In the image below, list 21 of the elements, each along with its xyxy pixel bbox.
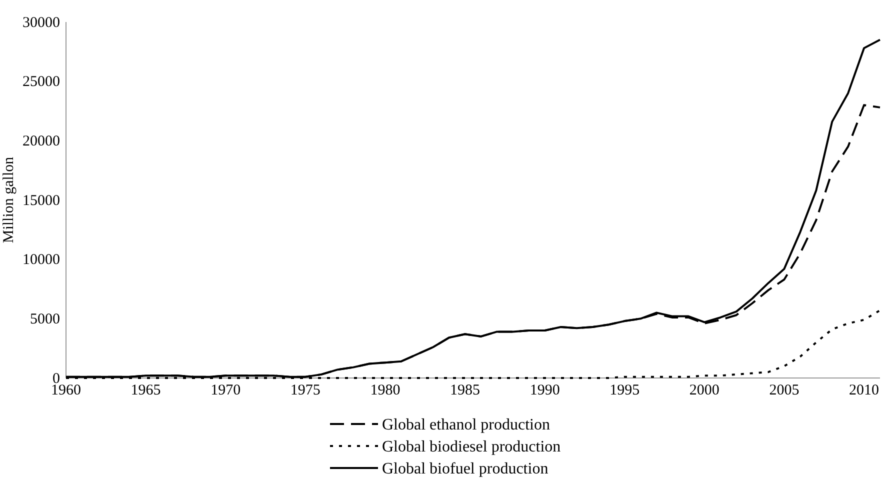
x-tick-label: 1965: [130, 382, 161, 398]
x-tick-label: 1975: [290, 382, 320, 398]
y-tick-label: 20000: [22, 133, 60, 150]
y-tick-label: 10000: [22, 252, 60, 268]
y-axis-title: Million gallon: [1, 156, 17, 244]
y-tick-label: 5000: [30, 311, 60, 328]
legend-label: Global ethanol production: [382, 416, 550, 434]
legend-label: Global biofuel production: [382, 460, 548, 478]
x-tick-label: 1995: [610, 382, 640, 398]
y-tick-label: 30000: [22, 14, 60, 31]
x-tick-label: 2010: [849, 382, 880, 398]
x-tick-label: 2000: [689, 382, 720, 398]
x-tick-label: 1985: [450, 382, 480, 398]
x-tick-label: 1980: [370, 382, 400, 398]
y-tick-label: 15000: [22, 192, 60, 209]
x-tick-label: 1970: [210, 382, 241, 398]
y-tick-label: 25000: [22, 74, 60, 90]
legend-label: Global biodiesel production: [382, 438, 561, 456]
x-tick-label: 1990: [530, 382, 560, 398]
x-tick-label: 2005: [769, 382, 800, 398]
x-tick-label: 1960: [51, 382, 81, 398]
